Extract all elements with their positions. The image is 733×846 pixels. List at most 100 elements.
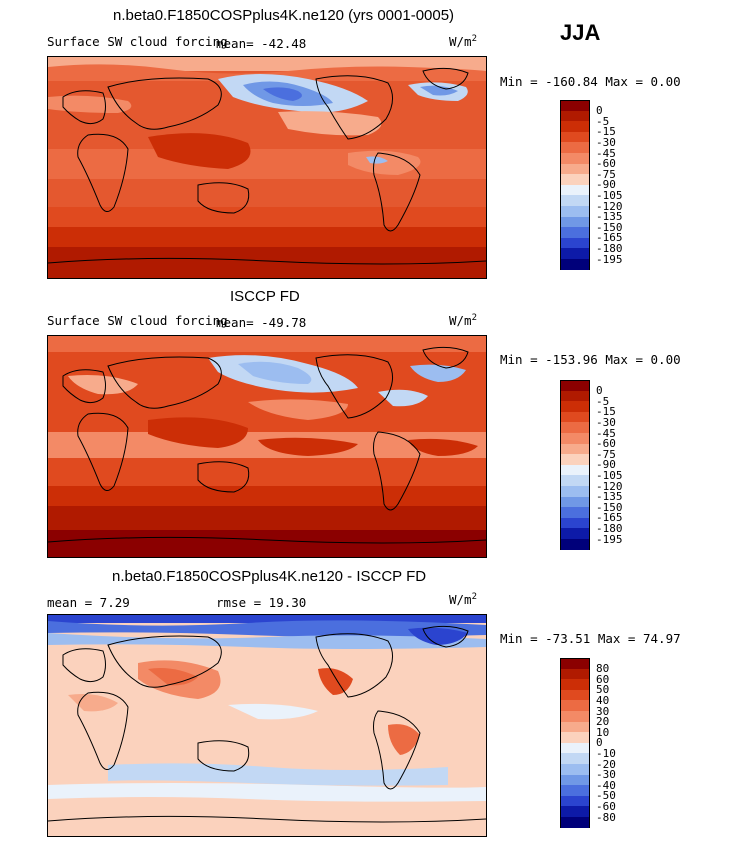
colorbar-tick-label: -60 [596,437,616,451]
colorbar-tick-label: -75 [596,167,616,181]
colorbar-swatch [560,110,590,122]
colorbar-swatch [560,742,590,754]
colorbar-tick-label: -15 [596,405,616,419]
colorbar-swatch [560,227,590,238]
colorbar-swatch [560,258,590,270]
colorbar-tick-label: -30 [596,135,616,149]
colorbar-swatch [560,732,590,743]
colorbar-tick-label: -90 [596,458,616,472]
colorbar-swatch [560,507,590,518]
colorbar-swatch [560,380,590,391]
colorbar-tick-label: -75 [596,447,616,461]
panel1-map [47,56,487,279]
panel2-subtitle: Surface SW cloud forcing [47,313,228,328]
colorbar-tick-label: -105 [596,468,623,482]
colorbar-swatch [560,248,590,259]
colorbar-tick-label: -90 [596,178,616,192]
panel2-map [47,335,487,558]
colorbar-tick-label: -135 [596,210,623,224]
colorbar-tick-label: -135 [596,490,623,504]
colorbar-tick-label: -195 [596,252,623,266]
colorbar-swatch [560,131,590,143]
colorbar-swatch [560,454,590,465]
colorbar-swatch [560,432,590,444]
colorbar-tick-label: -80 [596,810,616,824]
panel2-range: Min = -153.96 Max = 0.00 [500,352,681,367]
panel1-subtitle: Surface SW cloud forcing [47,34,228,49]
colorbar-tick-label: -150 [596,500,623,514]
colorbar-tick-label: -30 [596,768,616,782]
colorbar-tick-label: -180 [596,241,623,255]
colorbar-tick-label: 80 [596,662,610,676]
page-title: n.beta0.F1850COSPplus4K.ne120 (yrs 0001-… [113,7,455,24]
colorbar-swatch [560,517,590,529]
colorbar-swatch [560,152,590,164]
colorbar-swatch [560,689,590,701]
colorbar-swatch [560,816,590,828]
colorbar-tick-label: -20 [596,757,616,771]
colorbar-tick-label: -5 [596,114,610,128]
colorbar-swatch [560,216,590,228]
colorbar-swatch [560,710,590,722]
colorbar-swatch [560,679,590,690]
panel1-colorbar: 0 -5 -15 -30 -45 -60 -75 -90 -105 -120 -135 -150 -16… [560,100,623,270]
colorbar-swatch [560,237,590,249]
panel2-mean: mean= -49.78 [216,315,307,330]
colorbar-swatch [560,774,590,786]
colorbar-tick-label: -15 [596,125,616,139]
colorbar-swatch [560,142,590,153]
colorbar-tick-label: -40 [596,778,616,792]
colorbar-tick-label: 20 [596,715,610,729]
panel2-heading: ISCCP FD [230,288,300,305]
colorbar-swatch [560,100,590,111]
colorbar-swatch [560,464,590,476]
panel3-colorbar: 80 60 50 40 30 20 10 0 -10 -20 -30 -40 -50 -60 -80 [560,658,616,828]
colorbar-swatch [560,174,590,185]
panel1-map-svg [48,57,486,278]
colorbar-tick-label: -195 [596,532,623,546]
panel1-units: W/m2 [449,34,477,50]
colorbar-swatch [560,668,590,680]
colorbar-swatch [560,785,590,796]
colorbar-tick-label: -60 [596,799,616,813]
colorbar-tick-label: -45 [596,146,616,160]
colorbar-tick-label: -5 [596,394,610,408]
panel3-map-svg [48,615,486,836]
panel3-range: Min = -73.51 Max = 74.97 [500,631,681,646]
panel2-map-svg [48,336,486,557]
colorbar-swatch [560,411,590,423]
colorbar-swatch [560,658,590,669]
colorbar-swatch [560,753,590,764]
panel2-colorbar: 0 -5 -15 -30 -45 -60 -75 -90 -105 -120 -135 -150 -16… [560,380,623,550]
colorbar-tick-label: -50 [596,789,616,803]
panel1-mean: mean= -42.48 [216,36,307,51]
colorbar-tick-label: -30 [596,415,616,429]
colorbar-tick-label: -165 [596,231,623,245]
colorbar-swatch [560,163,590,175]
panel3-mean: mean = 7.29 [47,595,130,610]
panel3-map [47,614,487,837]
colorbar-swatch [560,121,590,132]
colorbar-swatch [560,184,590,196]
colorbar-tick-label: 60 [596,672,610,686]
colorbar-tick-label: -60 [596,157,616,171]
colorbar-tick-label: -10 [596,746,616,760]
colorbar-swatch [560,538,590,550]
colorbar-tick-label: 0 [596,384,603,398]
colorbar-swatch [560,390,590,402]
colorbar-swatch [560,485,590,497]
colorbar-tick-label: -120 [596,199,623,213]
colorbar-swatch [560,528,590,539]
panel2-units: W/m2 [449,313,477,329]
colorbar-swatch [560,195,590,206]
colorbar-swatch [560,443,590,455]
colorbar-tick-label: -120 [596,479,623,493]
colorbar-tick-label: 0 [596,104,603,118]
colorbar-swatch [560,795,590,807]
colorbar-tick-label: -180 [596,521,623,535]
colorbar-tick-label: 40 [596,693,610,707]
panel3-rmse: rmse = 19.30 [216,595,307,610]
colorbar-swatch [560,401,590,412]
colorbar-swatch [560,422,590,433]
colorbar-tick-label: -45 [596,426,616,440]
